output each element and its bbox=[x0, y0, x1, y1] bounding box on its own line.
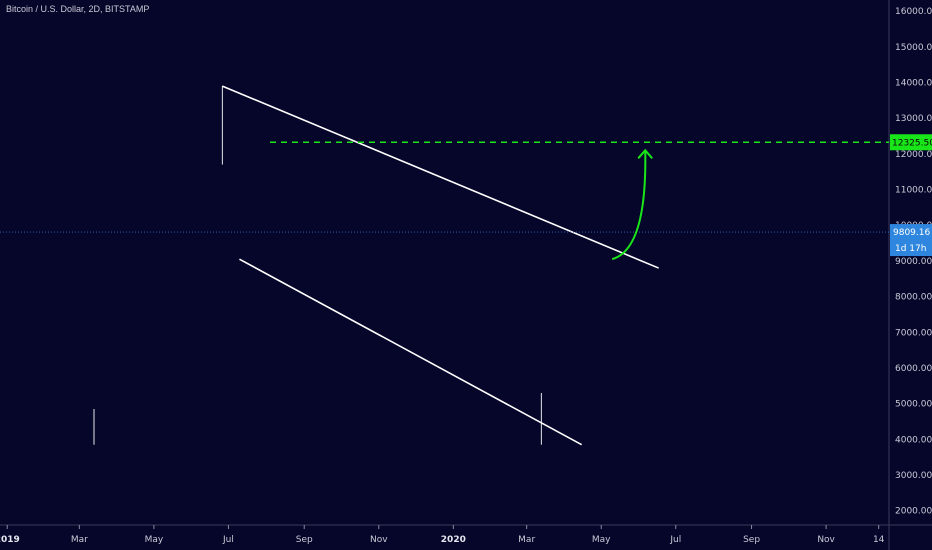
y-tick-label: 12000.00 bbox=[895, 150, 932, 160]
x-tick-label: Sep bbox=[743, 535, 760, 545]
y-tick-label: 11000.00 bbox=[895, 186, 932, 196]
y-tick-label: 13000.00 bbox=[895, 114, 932, 124]
y-tick-label: 16000.00 bbox=[895, 7, 932, 17]
y-tick-label: 8000.00 bbox=[895, 293, 932, 303]
trendline-upper[interactable] bbox=[222, 85, 659, 269]
y-tick-label: 2000.00 bbox=[895, 507, 932, 517]
x-tick-label: Mar bbox=[518, 535, 535, 545]
countdown-label: 1d 17h bbox=[895, 244, 926, 254]
current-price-label: 9809.16 bbox=[893, 228, 930, 238]
current-price-badge bbox=[890, 224, 932, 257]
x-tick-label: Sep bbox=[296, 535, 313, 545]
target-level-badge bbox=[890, 134, 932, 151]
x-tick-label: Jul bbox=[222, 535, 234, 545]
x-tick-label: 2019 bbox=[0, 535, 20, 545]
target-level-label: 12325.50 bbox=[892, 138, 932, 148]
x-tick-label: 2020 bbox=[441, 535, 466, 545]
x-tick-label: Jul bbox=[669, 535, 681, 545]
y-tick-label: 14000.00 bbox=[895, 79, 932, 89]
y-tick-label: 4000.00 bbox=[895, 435, 932, 445]
y-tick-label: 7000.00 bbox=[895, 328, 932, 338]
y-tick-label: 6000.00 bbox=[895, 364, 932, 374]
x-tick-label: Nov bbox=[817, 535, 835, 545]
y-tick-label: 15000.00 bbox=[895, 43, 932, 53]
trendline-lower[interactable] bbox=[239, 258, 583, 446]
x-tick-label: 14 bbox=[873, 535, 885, 545]
projection-arrow[interactable] bbox=[611, 150, 647, 261]
x-tick-label: Nov bbox=[370, 535, 388, 545]
y-tick-label: 9000.00 bbox=[895, 257, 932, 267]
projection-arrowhead bbox=[637, 148, 653, 159]
x-tick-label: May bbox=[592, 535, 611, 545]
y-tick-label: 3000.00 bbox=[895, 471, 932, 481]
x-tick-label: May bbox=[145, 535, 164, 545]
x-tick-label: Mar bbox=[71, 535, 88, 545]
y-tick-label: 5000.00 bbox=[895, 400, 932, 410]
chart-title: Bitcoin / U.S. Dollar, 2D, BITSTAMP bbox=[6, 4, 150, 14]
